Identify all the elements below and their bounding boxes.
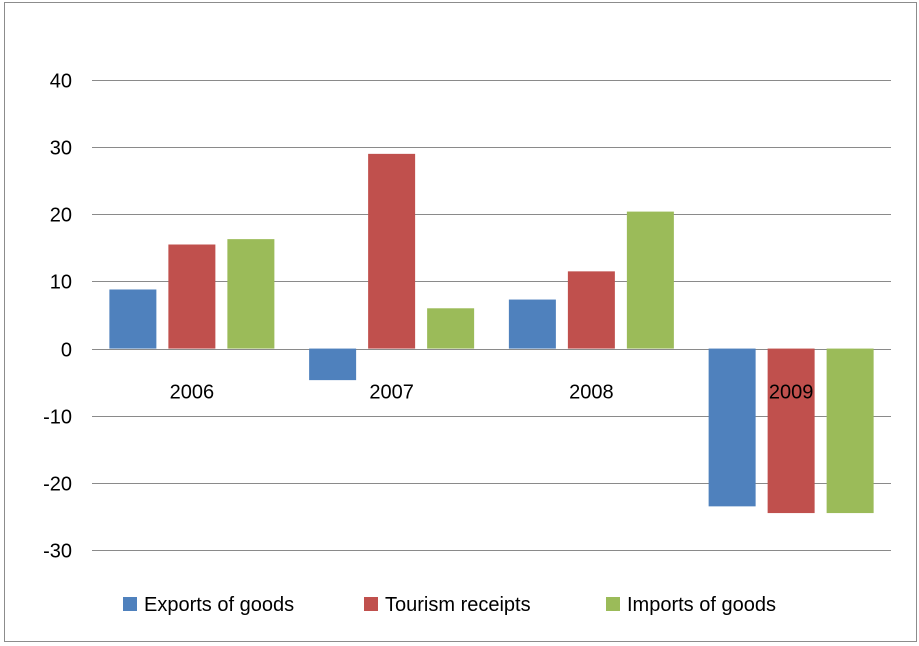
bar — [427, 308, 475, 349]
legend-label: Tourism receipts — [385, 594, 531, 616]
bar — [767, 348, 815, 514]
y-tick-label: 40 — [50, 71, 72, 93]
x-category-label: 2008 — [569, 382, 614, 404]
bar — [309, 348, 357, 381]
bar — [168, 244, 216, 349]
legend-swatch — [123, 597, 137, 611]
x-category-label: 2006 — [170, 382, 215, 404]
legend-swatch — [364, 597, 378, 611]
bar — [826, 348, 874, 514]
y-tick-label: 0 — [61, 340, 72, 362]
y-tick-label: -20 — [43, 474, 72, 496]
y-axis-tick-labels: 40 30 20 10 0 -10 -20 -30 — [43, 71, 72, 563]
bar — [626, 211, 674, 349]
legend-swatch — [606, 597, 620, 611]
bars — [109, 153, 874, 514]
legend: Exports of goods Tourism receipts Imports … — [123, 594, 776, 616]
y-tick-label: 20 — [50, 205, 72, 227]
x-category-label: 2009 — [769, 382, 814, 404]
gridlines — [92, 80, 891, 551]
bar — [567, 271, 615, 349]
legend-label: Exports of goods — [144, 594, 294, 616]
x-category-label: 2007 — [369, 382, 414, 404]
legend-label: Imports of goods — [627, 594, 776, 616]
y-tick-label: 10 — [50, 272, 72, 294]
y-tick-label: 30 — [50, 138, 72, 160]
bar — [227, 239, 275, 349]
bar — [368, 153, 416, 349]
bar — [109, 289, 157, 349]
category-labels: 2006 2007 2008 2009 — [170, 382, 814, 404]
bar — [508, 299, 556, 349]
y-tick-label: -30 — [43, 541, 72, 563]
y-tick-label: -10 — [43, 407, 72, 429]
bar — [708, 348, 756, 507]
